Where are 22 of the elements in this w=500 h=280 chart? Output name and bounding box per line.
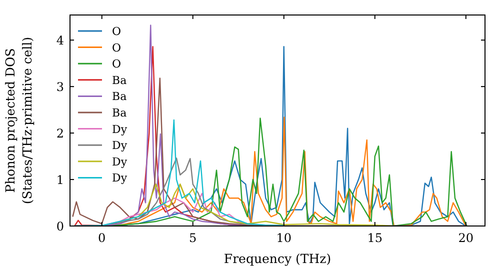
x-tick-label: 15 xyxy=(367,231,383,245)
legend-label: Dy xyxy=(112,155,128,168)
legend-label: Dy xyxy=(112,122,128,136)
legend-label: O xyxy=(112,41,122,54)
legend-label: O xyxy=(112,58,122,71)
x-tick-label: 10 xyxy=(276,231,292,245)
legend-label: Dy xyxy=(112,139,128,152)
y-tick-label: 2 xyxy=(56,126,64,141)
legend-label: Ba xyxy=(112,74,128,87)
legend-label: Ba xyxy=(112,106,128,120)
legend-label: O xyxy=(112,25,122,38)
y-tick-label: 1 xyxy=(56,173,64,188)
y-tick-label: 0 xyxy=(56,220,64,234)
x-tick-label: 5 xyxy=(189,231,197,245)
x-axis-title: Frequency (THz) xyxy=(224,251,332,266)
x-tick-label: 20 xyxy=(458,231,474,245)
legend-label: Ba xyxy=(112,90,128,104)
legend-label: Dy xyxy=(112,172,128,185)
y-axis-title: Phonon projected DOS (States/THz·primitive cell) xyxy=(2,36,34,204)
y-tick-label: 4 xyxy=(56,34,64,48)
y-tick-label: 3 xyxy=(56,80,64,94)
x-tick-label: 0 xyxy=(98,231,106,245)
